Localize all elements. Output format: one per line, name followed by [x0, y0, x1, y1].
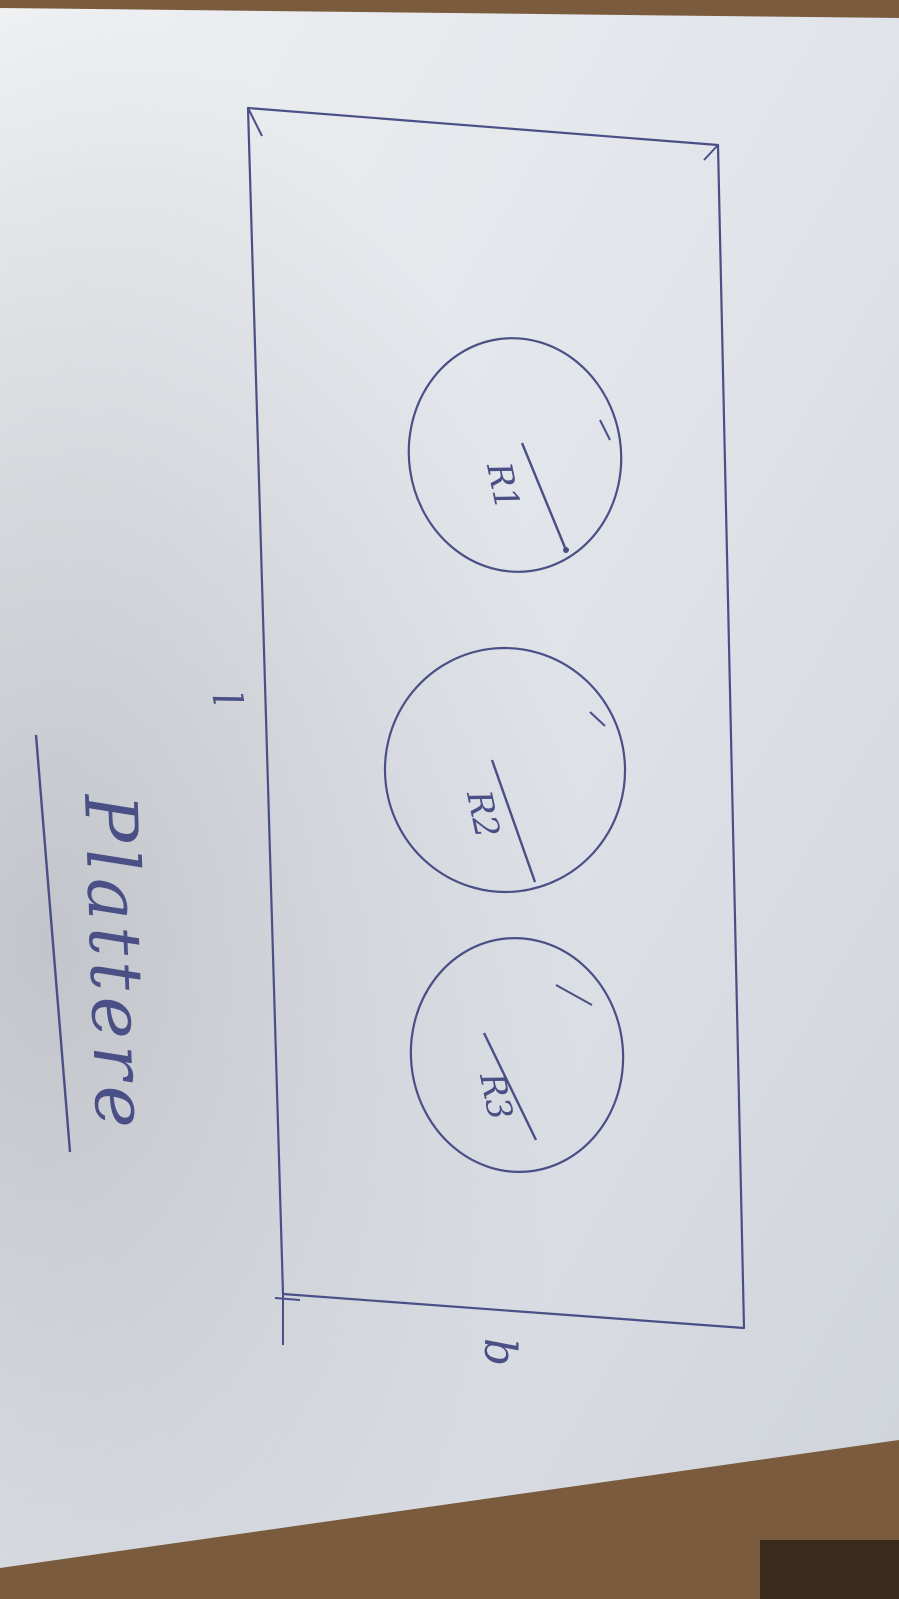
- hole-circle-2: [383, 646, 627, 894]
- radius-label-2: R2: [458, 786, 507, 841]
- width-label: b: [474, 1338, 525, 1366]
- plate-title: Plattere: [68, 791, 164, 1136]
- title-underline: [34, 734, 72, 1153]
- radius-line-1: [520, 442, 568, 551]
- circle-tick-2: [589, 711, 606, 727]
- circle-tick-1: [599, 419, 611, 441]
- paper-shadow: [0, 8, 899, 1568]
- corner-overshoot-top: [247, 107, 719, 161]
- desk-corner-shadow: [760, 1540, 899, 1599]
- plate-rectangle: [246, 106, 746, 1330]
- radius-dot-1: [563, 547, 569, 553]
- hole-circle-1: [407, 337, 623, 573]
- radius-line-3: [482, 1032, 538, 1141]
- circle-tick-3: [555, 984, 593, 1006]
- radius-label-3: R3: [471, 1068, 520, 1123]
- radius-label-1: R1: [478, 458, 527, 513]
- hole-circle-3: [409, 937, 625, 1173]
- radius-line-2: [490, 759, 537, 883]
- corner-overshoot-bottom: [274, 1294, 301, 1345]
